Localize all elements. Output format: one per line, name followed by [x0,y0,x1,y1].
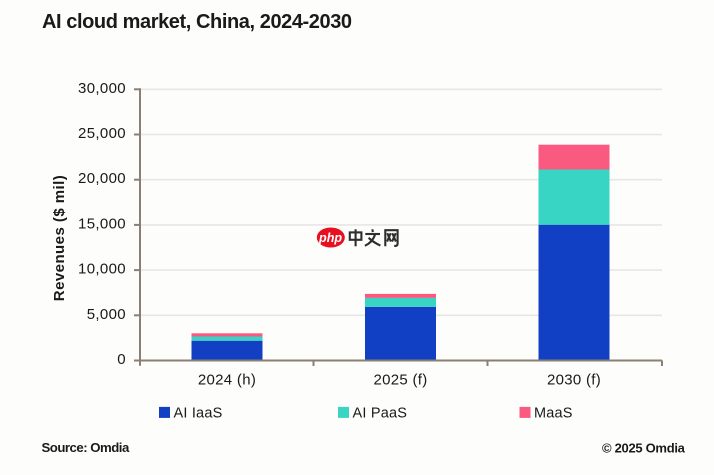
svg-text:15,000: 15,000 [78,215,126,232]
svg-text:MaaS: MaaS [534,405,573,421]
svg-text:AI PaaS: AI PaaS [353,405,408,421]
svg-text:php: php [318,231,342,245]
svg-text:AI IaaS: AI IaaS [174,405,223,421]
svg-text:2025 (f): 2025 (f) [373,372,427,389]
svg-text:20,000: 20,000 [78,170,126,187]
svg-text:2024 (h): 2024 (h) [198,372,256,389]
svg-text:5,000: 5,000 [87,306,126,323]
svg-text:2030 (f): 2030 (f) [547,372,601,389]
svg-text:30,000: 30,000 [78,80,126,97]
svg-text:AI cloud market, China, 2024-2: AI cloud market, China, 2024-2030 [42,11,352,33]
svg-text:Source: Omdia: Source: Omdia [42,440,130,455]
svg-text:© 2025 Omdia: © 2025 Omdia [602,441,686,456]
svg-text:Revenues ($ mil): Revenues ($ mil) [51,175,68,301]
svg-text:0: 0 [117,351,126,368]
svg-text:25,000: 25,000 [78,125,126,142]
svg-text:10,000: 10,000 [78,261,126,278]
